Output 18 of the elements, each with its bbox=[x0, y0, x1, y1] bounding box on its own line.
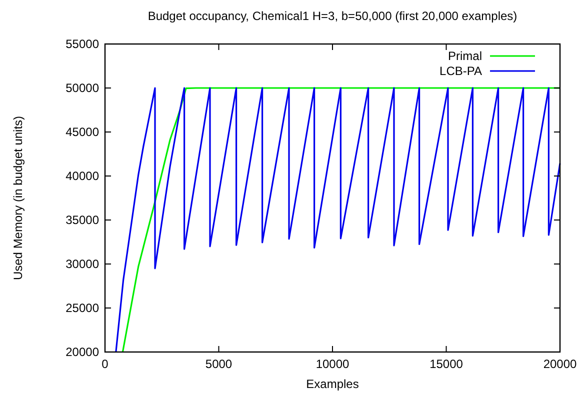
legend-label: LCB-PA bbox=[440, 64, 482, 78]
y-tick-label: 35000 bbox=[66, 213, 100, 227]
y-axis-title: Used Memory (in budget units) bbox=[11, 116, 25, 280]
x-tick-label: 10000 bbox=[316, 357, 350, 371]
y-tick-label: 50000 bbox=[66, 81, 100, 95]
legend-label: Primal bbox=[448, 49, 482, 63]
x-tick-label: 5000 bbox=[205, 357, 232, 371]
y-tick-label: 20000 bbox=[66, 345, 100, 359]
x-tick-label: 20000 bbox=[543, 357, 578, 371]
y-tick-label: 30000 bbox=[66, 257, 100, 271]
y-tick-label: 40000 bbox=[66, 169, 100, 183]
x-axis-title: Examples bbox=[306, 377, 359, 391]
x-tick-label: 15000 bbox=[430, 357, 464, 371]
x-tick-label: 0 bbox=[102, 357, 109, 371]
chart-title: Budget occupancy, Chemical1 H=3, b=50,000 (first 20,000 examples) bbox=[148, 9, 518, 23]
y-tick-label: 25000 bbox=[66, 301, 100, 315]
y-tick-label: 55000 bbox=[66, 37, 100, 51]
y-tick-label: 45000 bbox=[66, 125, 100, 139]
